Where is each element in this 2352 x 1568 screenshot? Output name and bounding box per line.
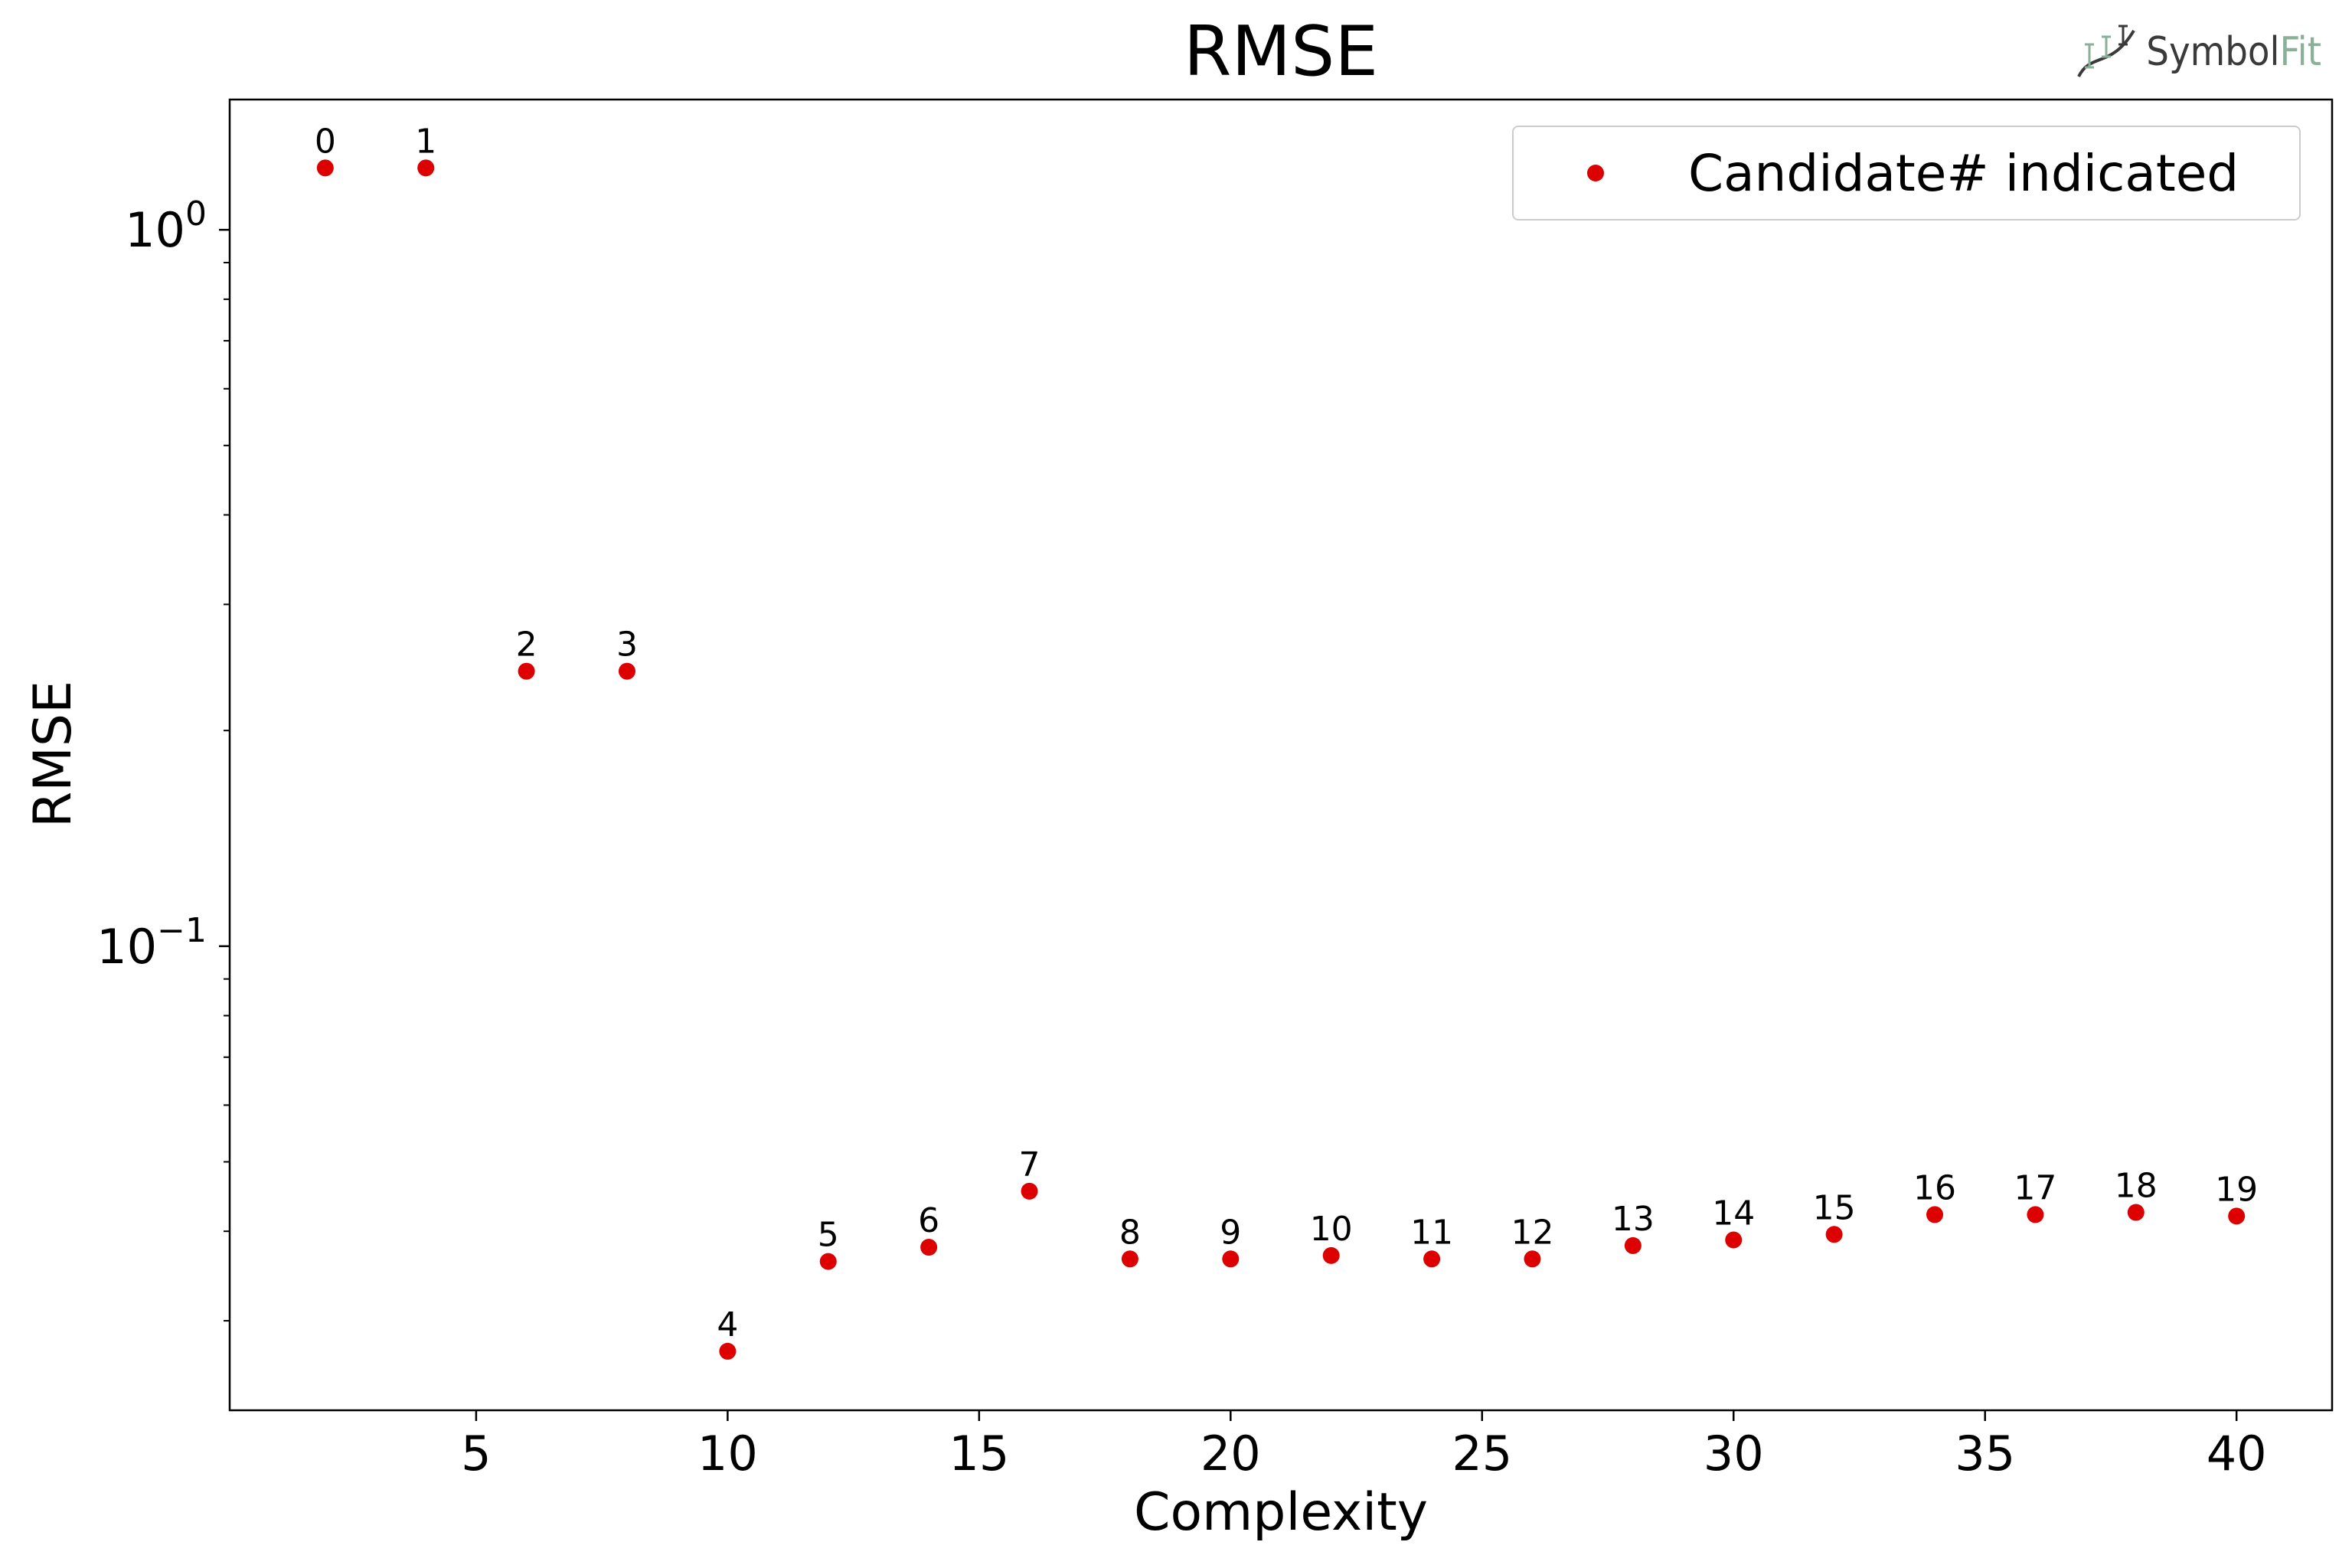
data-point-label: 13 (1612, 1200, 1655, 1239)
data-point (417, 159, 435, 177)
data-point-label: 4 (717, 1305, 738, 1344)
symbolfit-logo-text: SymbolFit (2146, 29, 2321, 75)
y-axis-label: RMSE (23, 681, 83, 828)
x-tick-label: 35 (1955, 1426, 2015, 1481)
y-tick-label: 10−1 (96, 911, 207, 975)
x-tick-label: 10 (697, 1426, 758, 1481)
data-point (1825, 1226, 1843, 1243)
legend: Candidate# indicated (1512, 126, 2301, 220)
data-point (1926, 1206, 1944, 1223)
data-point-label: 14 (1712, 1194, 1755, 1233)
x-tick-label: 20 (1200, 1426, 1261, 1481)
data-point-label: 8 (1119, 1213, 1141, 1252)
data-point (2228, 1207, 2246, 1225)
data-point-label: 3 (616, 626, 638, 665)
x-tick-label: 15 (949, 1426, 1009, 1481)
legend-marker (1587, 165, 1604, 181)
data-point-label: 5 (818, 1216, 839, 1255)
data-point (920, 1239, 938, 1256)
data-point (1624, 1236, 1642, 1254)
symbolfit-logo: SymbolFit (2073, 21, 2321, 83)
data-point-label: 7 (1019, 1145, 1040, 1184)
logo-name-accent: Fit (2279, 29, 2321, 75)
y-tick-label: 100 (125, 194, 207, 258)
data-point (1121, 1250, 1138, 1268)
logo-name-main: Symbol (2146, 29, 2280, 75)
data-point (1725, 1231, 1743, 1249)
data-point-label: 10 (1310, 1210, 1353, 1249)
data-point (316, 159, 334, 177)
data-point-label: 12 (1511, 1213, 1553, 1252)
x-tick-label: 30 (1704, 1426, 1764, 1481)
data-point (1322, 1246, 1340, 1264)
data-point-label: 15 (1813, 1188, 1856, 1227)
x-tick-label: 40 (2207, 1426, 2267, 1481)
x-tick-label: 25 (1452, 1426, 1512, 1481)
x-axis-label: Complexity (1134, 1482, 1428, 1543)
data-point (2027, 1206, 2044, 1223)
data-point (518, 662, 535, 680)
data-point-label: 17 (2014, 1168, 2056, 1207)
data-point-label: 1 (415, 122, 436, 161)
data-point (2127, 1204, 2145, 1221)
data-point-label: 2 (516, 626, 537, 665)
data-point-label: 18 (2115, 1167, 2158, 1206)
data-point (618, 662, 635, 680)
data-point (1423, 1250, 1441, 1268)
x-tick-label: 5 (461, 1426, 491, 1481)
data-point-label: 0 (315, 122, 336, 161)
data-point (1021, 1182, 1038, 1200)
data-point-label: 11 (1410, 1213, 1453, 1252)
data-point (1524, 1250, 1541, 1268)
data-point-label: 9 (1220, 1213, 1241, 1252)
legend-label: Candidate# indicated (1688, 143, 2239, 203)
data-point (819, 1253, 837, 1270)
chart-title: RMSE (1184, 11, 1378, 92)
data-point (1222, 1250, 1240, 1268)
data-point-label: 16 (1913, 1168, 1956, 1207)
axes-frame (228, 98, 2334, 1412)
data-point (719, 1342, 737, 1360)
data-point-label: 19 (2215, 1170, 2258, 1209)
data-point-label: 6 (918, 1201, 939, 1240)
symbolfit-logo-icon (2077, 24, 2135, 77)
